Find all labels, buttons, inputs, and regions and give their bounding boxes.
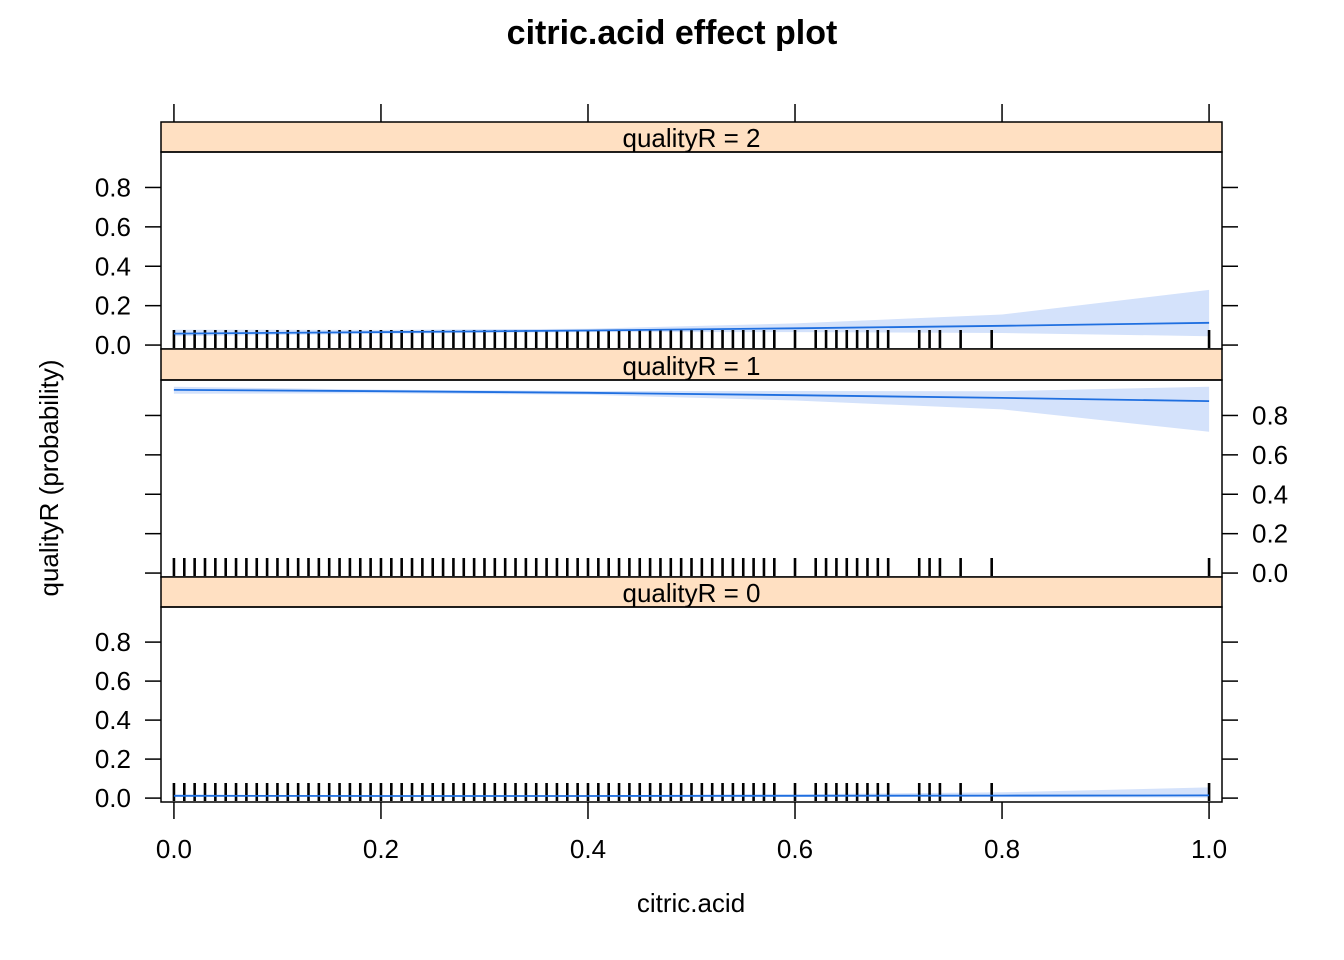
x-tick-label: 0.2: [363, 834, 399, 864]
y-tick-label: 0.4: [1252, 479, 1288, 509]
y-tick-label: 0.2: [95, 744, 131, 774]
x-axis-label: citric.acid: [637, 888, 745, 918]
x-tick-label: 0.6: [777, 834, 813, 864]
y-tick-label: 0.2: [95, 291, 131, 321]
fit-line: [173, 389, 1210, 402]
y-tick-label: 0.0: [95, 783, 131, 813]
y-tick-label: 0.0: [1252, 558, 1288, 588]
y-axis-label: qualityR (probability): [34, 360, 64, 597]
strip-label: qualityR = 0: [622, 578, 760, 608]
strip: [160, 576, 1223, 608]
panel-border: [160, 606, 1223, 803]
y-tick-label: 0.6: [95, 666, 131, 696]
panel-0: qualityR = 2 0.0 0.2 0.4 0.6 0.8: [95, 121, 1238, 360]
chart-title: citric.acid effect plot: [507, 14, 838, 52]
fit-line: [173, 794, 1210, 797]
strip-label: qualityR = 2: [622, 123, 760, 153]
panel-1: qualityR = 1 0.0 0.2 0.4 0.6 0.8: [145, 348, 1288, 588]
fit-line: [173, 321, 1210, 335]
rug: [172, 783, 1211, 801]
y-tick-label: 0.0: [95, 330, 131, 360]
strip-label: qualityR = 1: [622, 351, 760, 381]
confidence-band: [173, 289, 1210, 337]
y-tick-label: 0.8: [95, 172, 131, 202]
x-tick-label: 1.0: [1191, 834, 1227, 864]
y-tick-label: 0.6: [1252, 440, 1288, 470]
y-tick-label: 0.8: [1252, 400, 1288, 430]
y-tick-label: 0.4: [95, 705, 131, 735]
y-tick-label: 0.4: [95, 251, 131, 281]
strip: [160, 121, 1223, 153]
x-tick-label: 0.0: [156, 834, 192, 864]
strip: [160, 348, 1223, 381]
y-tick-label: 0.8: [95, 627, 131, 657]
y-tick-label: 0.2: [1252, 519, 1288, 549]
panel-2: qualityR = 0 0.0 0.2 0.4 0.6 0.8: [95, 576, 1238, 813]
y-tick-label: 0.6: [95, 212, 131, 242]
x-tick-label: 0.8: [984, 834, 1020, 864]
plot-area: qualityR = 2 0.0 0.2 0.4 0.6 0.8 qualityR = 1 0…: [95, 104, 1288, 864]
x-tick-label: 0.4: [570, 834, 606, 864]
rug: [172, 558, 1211, 576]
